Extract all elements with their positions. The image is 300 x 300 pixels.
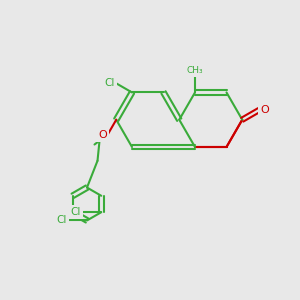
Text: CH₃: CH₃	[187, 66, 203, 75]
Text: O: O	[98, 130, 107, 140]
Text: Cl: Cl	[105, 78, 115, 88]
Text: Cl: Cl	[70, 207, 81, 217]
Text: O: O	[260, 105, 269, 115]
Text: Cl: Cl	[56, 215, 67, 226]
